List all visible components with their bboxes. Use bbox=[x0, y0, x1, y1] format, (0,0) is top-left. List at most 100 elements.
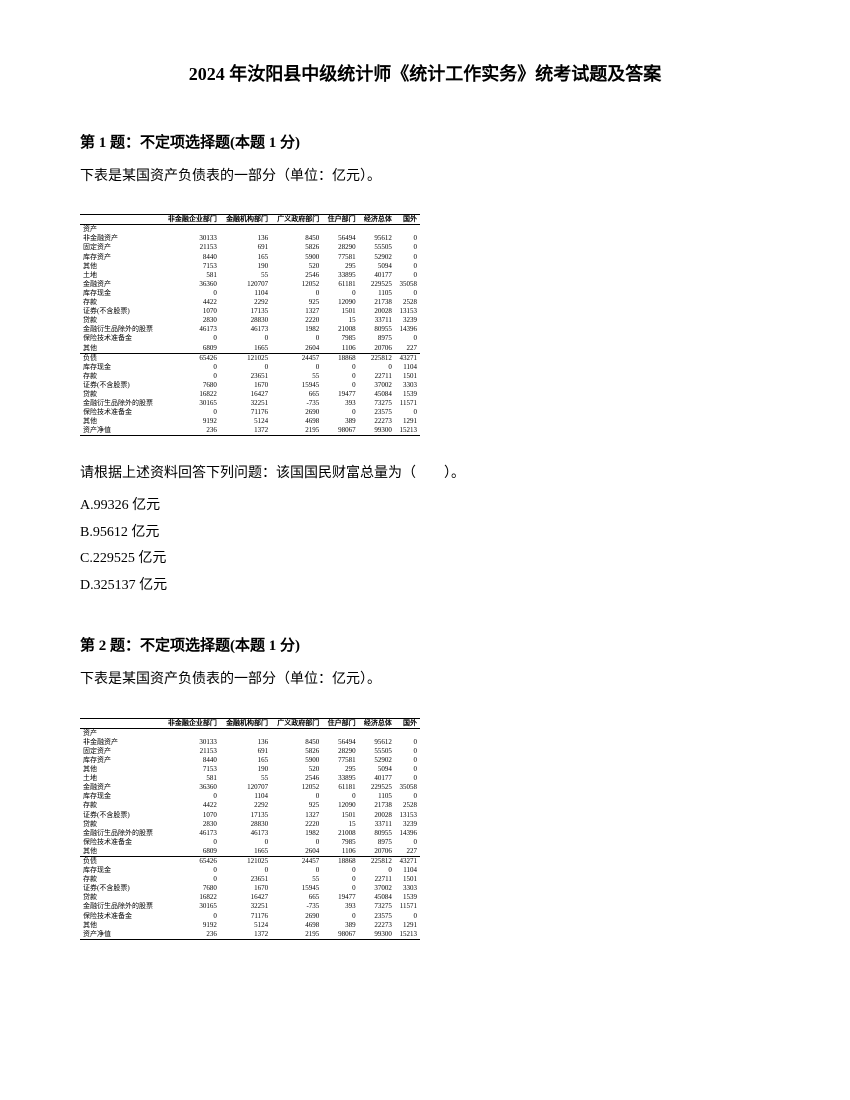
table-cell: 1982 bbox=[271, 829, 322, 838]
table-cell: 库存现金 bbox=[80, 363, 161, 372]
table-cell: 土地 bbox=[80, 271, 161, 280]
table-cell: 3239 bbox=[395, 316, 420, 325]
table-cell: 5124 bbox=[220, 921, 271, 930]
table-cell: 4422 bbox=[161, 298, 220, 307]
table-header: 国外 bbox=[395, 718, 420, 728]
table-cell: 7153 bbox=[161, 765, 220, 774]
table-cell: 2546 bbox=[271, 271, 322, 280]
table-cell: 23651 bbox=[220, 875, 271, 884]
table-cell: 0 bbox=[271, 866, 322, 875]
table-cell: 30133 bbox=[161, 738, 220, 747]
table-row: 资产净值23613722195980679930015213 bbox=[80, 930, 420, 940]
table-cell: 15213 bbox=[395, 426, 420, 436]
table-cell: 28830 bbox=[220, 820, 271, 829]
table-row: 负债65426121025244571886822581243271 bbox=[80, 857, 420, 867]
table-cell: 55505 bbox=[359, 243, 395, 252]
table-row: 其他919251244698389222731291 bbox=[80, 417, 420, 426]
table-cell: 71176 bbox=[220, 912, 271, 921]
table-cell: 8975 bbox=[359, 334, 395, 343]
table-cell: 5826 bbox=[271, 747, 322, 756]
page-title: 2024 年汝阳县中级统计师《统计工作实务》统考试题及答案 bbox=[80, 60, 770, 86]
table-row: 证券(不含股票)76801670159450370023303 bbox=[80, 381, 420, 390]
table-cell: 金融资产 bbox=[80, 280, 161, 289]
table-cell: 2604 bbox=[271, 344, 322, 354]
question-2: 第 2 题：不定项选择题(本题 1 分) 下表是某国资产负债表的一部分（单位：亿… bbox=[80, 634, 770, 939]
table-cell: 0 bbox=[395, 271, 420, 280]
table-cell bbox=[161, 728, 220, 738]
table-cell: 190 bbox=[220, 262, 271, 271]
table-cell bbox=[359, 728, 395, 738]
table-cell: 925 bbox=[271, 298, 322, 307]
table-cell: 46173 bbox=[220, 325, 271, 334]
table-cell: 15213 bbox=[395, 930, 420, 940]
table-cell: 1670 bbox=[220, 381, 271, 390]
table-cell: 15 bbox=[322, 820, 358, 829]
table-cell: 11571 bbox=[395, 902, 420, 911]
table-cell: 1501 bbox=[322, 811, 358, 820]
table-cell: 22273 bbox=[359, 417, 395, 426]
table-cell bbox=[395, 225, 420, 235]
table-cell: 0 bbox=[359, 363, 395, 372]
q1-header: 第 1 题：不定项选择题(本题 1 分) bbox=[80, 131, 770, 152]
table-row: 金融衍生品除外的股票3016532251-7353937327511571 bbox=[80, 399, 420, 408]
table-row: 库存现金000001104 bbox=[80, 363, 420, 372]
table-cell: 6809 bbox=[161, 847, 220, 857]
table-cell: 22711 bbox=[359, 875, 395, 884]
table-cell: 2690 bbox=[271, 408, 322, 417]
table-cell: 5124 bbox=[220, 417, 271, 426]
table-cell: 12090 bbox=[322, 298, 358, 307]
table-cell: 0 bbox=[359, 866, 395, 875]
table-cell: 389 bbox=[322, 417, 358, 426]
table-cell: 资产 bbox=[80, 728, 161, 738]
table-cell: 1106 bbox=[322, 847, 358, 857]
table-cell: 0 bbox=[322, 912, 358, 921]
table-cell: 40177 bbox=[359, 271, 395, 280]
table-cell: 1982 bbox=[271, 325, 322, 334]
table-row: 存款4422229292512090217382528 bbox=[80, 298, 420, 307]
table-row: 库存现金011040011050 bbox=[80, 792, 420, 801]
table-cell: 691 bbox=[220, 243, 271, 252]
table-cell: 55505 bbox=[359, 747, 395, 756]
table-cell: 1539 bbox=[395, 390, 420, 399]
table-cell: 0 bbox=[271, 792, 322, 801]
table-cell: 0 bbox=[161, 792, 220, 801]
table-cell: 61181 bbox=[322, 783, 358, 792]
table-header: 金融机构部门 bbox=[220, 215, 271, 225]
table-cell: 236 bbox=[161, 426, 220, 436]
table-cell: 1372 bbox=[220, 930, 271, 940]
table-cell: 37002 bbox=[359, 884, 395, 893]
table-cell: 2220 bbox=[271, 316, 322, 325]
table-cell: 98067 bbox=[322, 930, 358, 940]
table-cell: 71176 bbox=[220, 408, 271, 417]
table-cell: 固定资产 bbox=[80, 243, 161, 252]
table-cell: 17135 bbox=[220, 811, 271, 820]
table-header: 非金融企业部门 bbox=[161, 215, 220, 225]
table-cell: 1291 bbox=[395, 921, 420, 930]
table-cell: 77581 bbox=[322, 253, 358, 262]
table-cell: 证券(不含股票) bbox=[80, 381, 161, 390]
table-cell bbox=[220, 225, 271, 235]
table-cell: 2604 bbox=[271, 847, 322, 857]
table-row: 存款4422229292512090217382528 bbox=[80, 801, 420, 810]
table-cell: 45084 bbox=[359, 893, 395, 902]
table-cell: 其他 bbox=[80, 765, 161, 774]
table-cell: 2546 bbox=[271, 774, 322, 783]
table-row: 金融衍生品除外的股票46173461731982210088095514396 bbox=[80, 829, 420, 838]
table-cell: 0 bbox=[161, 408, 220, 417]
table-cell: 2195 bbox=[271, 426, 322, 436]
table-cell: 15 bbox=[322, 316, 358, 325]
table-cell: 4422 bbox=[161, 801, 220, 810]
table-cell: 12052 bbox=[271, 783, 322, 792]
table-cell: 24457 bbox=[271, 857, 322, 867]
table-cell: 52902 bbox=[359, 253, 395, 262]
q1-text: 下表是某国资产负债表的一部分（单位：亿元）。 bbox=[80, 164, 770, 189]
table-cell: 46173 bbox=[220, 829, 271, 838]
table-cell: 5094 bbox=[359, 262, 395, 271]
table-row: 保险技术准备金07117626900235750 bbox=[80, 408, 420, 417]
table-cell: 165 bbox=[220, 756, 271, 765]
table-cell: 389 bbox=[322, 921, 358, 930]
table-cell: 0 bbox=[322, 363, 358, 372]
table-cell: 1670 bbox=[220, 884, 271, 893]
table-cell: 8440 bbox=[161, 253, 220, 262]
table-cell: 0 bbox=[395, 756, 420, 765]
